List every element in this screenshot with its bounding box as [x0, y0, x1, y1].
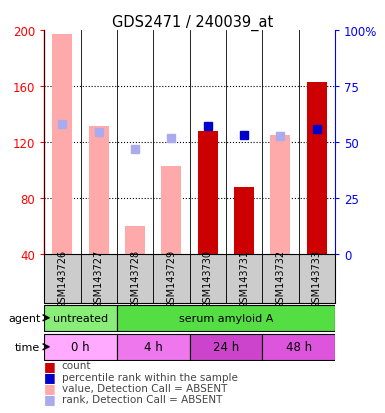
- Text: GSM143730: GSM143730: [203, 249, 213, 308]
- Text: GSM143726: GSM143726: [57, 249, 67, 308]
- Bar: [117, 334, 190, 360]
- Bar: [226, 254, 262, 304]
- Text: 4 h: 4 h: [144, 340, 162, 354]
- Bar: [89, 127, 109, 254]
- Bar: [44, 305, 117, 331]
- Text: percentile rank within the sample: percentile rank within the sample: [62, 372, 238, 382]
- Text: GSM143733: GSM143733: [312, 249, 322, 308]
- Text: ■: ■: [44, 392, 56, 406]
- Bar: [117, 254, 153, 304]
- Bar: [117, 305, 335, 331]
- Bar: [198, 131, 218, 254]
- Text: GSM143727: GSM143727: [94, 249, 104, 309]
- Bar: [80, 254, 117, 304]
- Bar: [299, 254, 335, 304]
- Text: count: count: [62, 361, 91, 370]
- Bar: [52, 35, 72, 254]
- Text: value, Detection Call = ABSENT: value, Detection Call = ABSENT: [62, 383, 227, 393]
- Text: GSM143731: GSM143731: [239, 249, 249, 308]
- Text: untreated: untreated: [53, 313, 108, 323]
- Text: GDS2471 / 240039_at: GDS2471 / 240039_at: [112, 14, 273, 31]
- Text: GSM143732: GSM143732: [275, 249, 285, 308]
- Text: rank, Detection Call = ABSENT: rank, Detection Call = ABSENT: [62, 394, 222, 404]
- Bar: [262, 254, 299, 304]
- Bar: [262, 334, 335, 360]
- Text: ■: ■: [44, 370, 56, 383]
- Bar: [153, 254, 189, 304]
- Bar: [125, 226, 145, 254]
- Bar: [270, 135, 290, 254]
- Text: 24 h: 24 h: [213, 340, 239, 354]
- Text: ■: ■: [44, 359, 56, 372]
- Text: GSM143728: GSM143728: [130, 249, 140, 308]
- Bar: [190, 254, 226, 304]
- Bar: [44, 254, 80, 304]
- Text: 0 h: 0 h: [71, 340, 90, 354]
- Text: GSM143729: GSM143729: [166, 249, 176, 308]
- Bar: [190, 334, 262, 360]
- Bar: [234, 187, 254, 254]
- Text: 48 h: 48 h: [286, 340, 312, 354]
- Text: serum amyloid A: serum amyloid A: [179, 313, 273, 323]
- Bar: [307, 83, 327, 254]
- Bar: [44, 334, 117, 360]
- Bar: [161, 166, 181, 254]
- Text: ■: ■: [44, 381, 56, 394]
- Text: agent: agent: [8, 313, 40, 323]
- Text: time: time: [15, 342, 40, 352]
